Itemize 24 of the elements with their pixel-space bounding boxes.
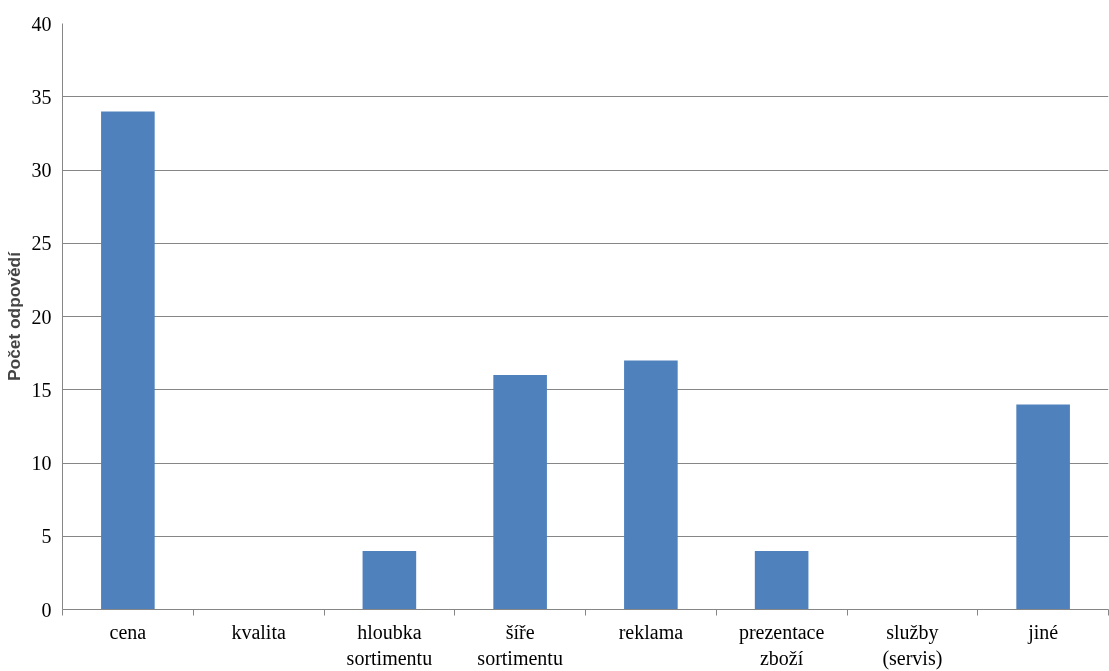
x-tick-label: hloubka sortimentu — [346, 620, 433, 669]
x-tick-label: cena — [109, 620, 147, 643]
bar — [101, 111, 155, 610]
bar — [624, 360, 678, 610]
x-tick-label: prezentace zboží — [738, 620, 825, 669]
y-tick-label: 10 — [31, 452, 52, 474]
y-axis-title: Počet odpovědí — [3, 250, 24, 382]
x-tick-label: kvalita — [231, 620, 286, 643]
y-tick-label: 40 — [31, 12, 52, 35]
y-tick-label: 0 — [41, 598, 52, 621]
x-tick-label: služby (servis) — [882, 620, 943, 670]
x-tick-label: jiné — [1027, 620, 1059, 644]
y-tick-label: 5 — [41, 525, 52, 548]
x-tick-label: reklama — [618, 620, 684, 643]
bar — [1016, 404, 1070, 610]
y-tick-label: 25 — [31, 232, 52, 255]
y-tick-label: 15 — [31, 378, 52, 401]
y-tick-label: 20 — [31, 305, 52, 328]
bar — [754, 550, 809, 610]
x-tick-label: šíře sortimentu — [477, 620, 563, 669]
bar — [362, 550, 417, 610]
y-tick-label: 35 — [31, 85, 52, 108]
bar — [493, 375, 547, 610]
y-tick-label: 30 — [31, 159, 52, 181]
